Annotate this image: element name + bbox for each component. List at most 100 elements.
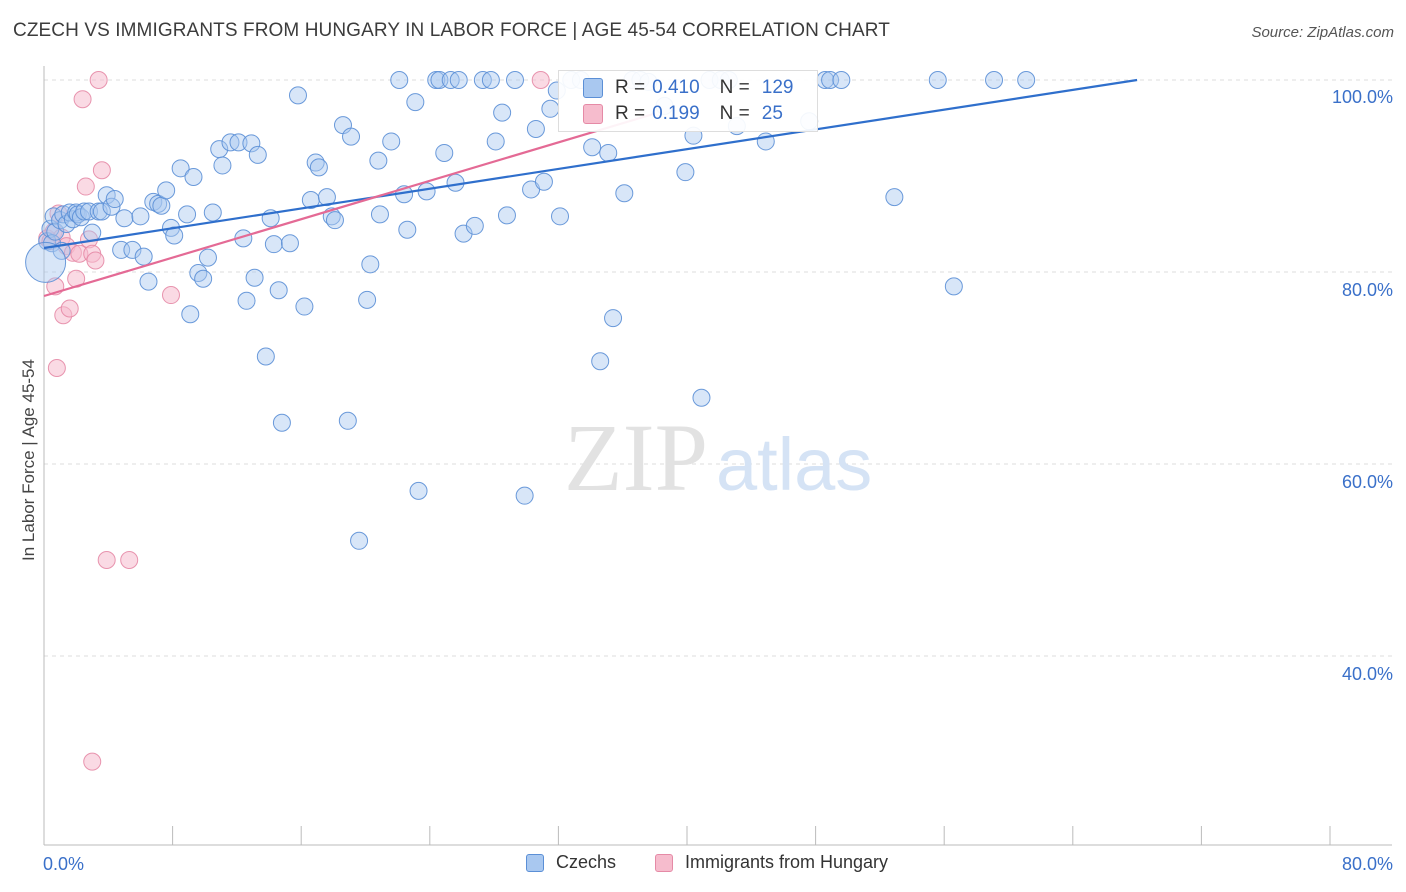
hungary-point-14 <box>76 177 95 196</box>
czech-point-103 <box>583 138 602 157</box>
czech-point-93 <box>505 71 524 89</box>
czech-point-107 <box>615 184 634 203</box>
czech-point-92 <box>497 206 516 225</box>
y-tick-label-40: 40.0% <box>1342 664 1393 684</box>
czech-point-27 <box>139 272 158 291</box>
czech-point-54 <box>269 281 288 300</box>
y-tick-label-60: 60.0% <box>1342 472 1393 492</box>
legend-czechs-label: Czechs <box>556 852 617 872</box>
legend-czechs-swatch <box>526 853 544 872</box>
czech-point-51 <box>256 347 275 366</box>
czech-point-21 <box>105 190 124 209</box>
czech-point-25 <box>131 207 150 226</box>
hungary-n-label: N = <box>719 103 750 124</box>
legend-hungary-swatch <box>655 853 673 872</box>
czech-point-40 <box>198 248 217 267</box>
hungary-point-13 <box>73 90 92 109</box>
czech-point-89 <box>481 71 500 89</box>
czech-point-84 <box>446 173 465 192</box>
czech-point-30 <box>152 196 171 215</box>
czech-point-53 <box>264 235 283 254</box>
czech-point-76 <box>398 220 417 239</box>
czechs-r-label: R = <box>615 77 646 98</box>
x-tick-label-max: 80.0% <box>1342 854 1393 874</box>
hungary-r-label: R = <box>615 103 646 124</box>
czech-point-97 <box>534 172 553 191</box>
czech-point-67 <box>342 127 361 146</box>
czech-points <box>25 71 1036 550</box>
czech-point-24 <box>123 240 142 259</box>
czech-point-50 <box>248 145 267 164</box>
czech-point-124 <box>885 188 904 207</box>
czech-point-73 <box>382 132 401 151</box>
hungary-point-20 <box>92 161 111 180</box>
czech-point-35 <box>178 205 197 224</box>
czech-point-77 <box>406 93 425 112</box>
hungary-point-24 <box>531 71 550 89</box>
czech-point-128 <box>1017 71 1036 89</box>
czech-point-56 <box>280 234 299 253</box>
czech-point-94 <box>515 486 534 505</box>
czech-point-78 <box>409 481 428 500</box>
czech-point-36 <box>181 305 200 324</box>
czech-point-57 <box>288 86 307 105</box>
czechs-swatch <box>583 78 603 98</box>
czech-point-126 <box>928 71 947 89</box>
stats-row-czechs: R = 0.410 N = 129 <box>583 76 794 100</box>
hungary-point-23 <box>161 286 180 305</box>
czech-point-14 <box>75 202 94 221</box>
watermark: ZIP atlas <box>564 404 872 511</box>
czech-point-18 <box>92 202 111 221</box>
chart-title: CZECH VS IMMIGRANTS FROM HUNGARY IN LABO… <box>13 20 890 41</box>
hungary-trendline <box>43 112 656 298</box>
czechs-n-label: N = <box>719 77 750 98</box>
czech-point-98 <box>541 99 560 118</box>
czechs-n-value: 129 <box>761 77 794 98</box>
czech-point-90 <box>486 132 505 151</box>
czech-point-61 <box>309 158 328 177</box>
czech-point-87 <box>465 216 484 235</box>
hungary-points <box>38 71 550 771</box>
czech-point-123 <box>832 71 851 89</box>
czech-point-38 <box>189 263 208 282</box>
czech-point-125 <box>944 277 963 296</box>
czech-point-29 <box>149 194 168 213</box>
gridlines <box>44 79 1392 657</box>
czechs-trendline <box>43 78 1138 250</box>
hungary-point-19 <box>89 71 108 89</box>
tick-labels: 40.0% 60.0% 80.0% 100.0% 0.0% 80.0% <box>43 87 1393 874</box>
hungary-point-21 <box>97 551 116 569</box>
hungary-r-value: 0.199 <box>652 103 700 124</box>
legend-item-hungary[interactable]: Immigrants from Hungary <box>655 852 888 873</box>
czech-point-127 <box>985 71 1004 89</box>
hungary-point-22 <box>120 551 139 569</box>
czech-point-96 <box>526 119 545 138</box>
hungary-point-4 <box>47 359 66 377</box>
czech-point-104 <box>591 352 610 371</box>
hungary-n-value: 25 <box>761 103 783 124</box>
czech-point-37 <box>184 167 203 186</box>
axes <box>43 66 1392 846</box>
hungary-swatch <box>583 104 603 124</box>
y-tick-label-80: 80.0% <box>1342 280 1393 300</box>
hungary-point-17 <box>86 251 105 270</box>
czech-point-105 <box>599 143 618 162</box>
czech-point-129 <box>25 241 67 283</box>
czech-point-49 <box>245 268 264 287</box>
hungary-point-18 <box>83 752 102 771</box>
czech-point-69 <box>358 290 377 309</box>
czech-point-106 <box>604 309 623 328</box>
czech-point-112 <box>676 163 695 182</box>
czech-point-43 <box>213 156 232 175</box>
czech-point-66 <box>338 411 357 430</box>
czech-point-85 <box>449 71 468 89</box>
czech-point-45 <box>229 133 248 152</box>
czech-point-68 <box>350 531 369 550</box>
czech-point-26 <box>134 247 153 266</box>
bottom-legend: Czechs Immigrants from Hungary <box>0 852 1406 878</box>
czech-point-47 <box>237 291 256 310</box>
czech-point-79 <box>417 182 436 201</box>
legend-item-czechs[interactable]: Czechs <box>526 852 616 873</box>
stats-row-hungary: R = 0.199 N = 25 <box>583 102 783 126</box>
